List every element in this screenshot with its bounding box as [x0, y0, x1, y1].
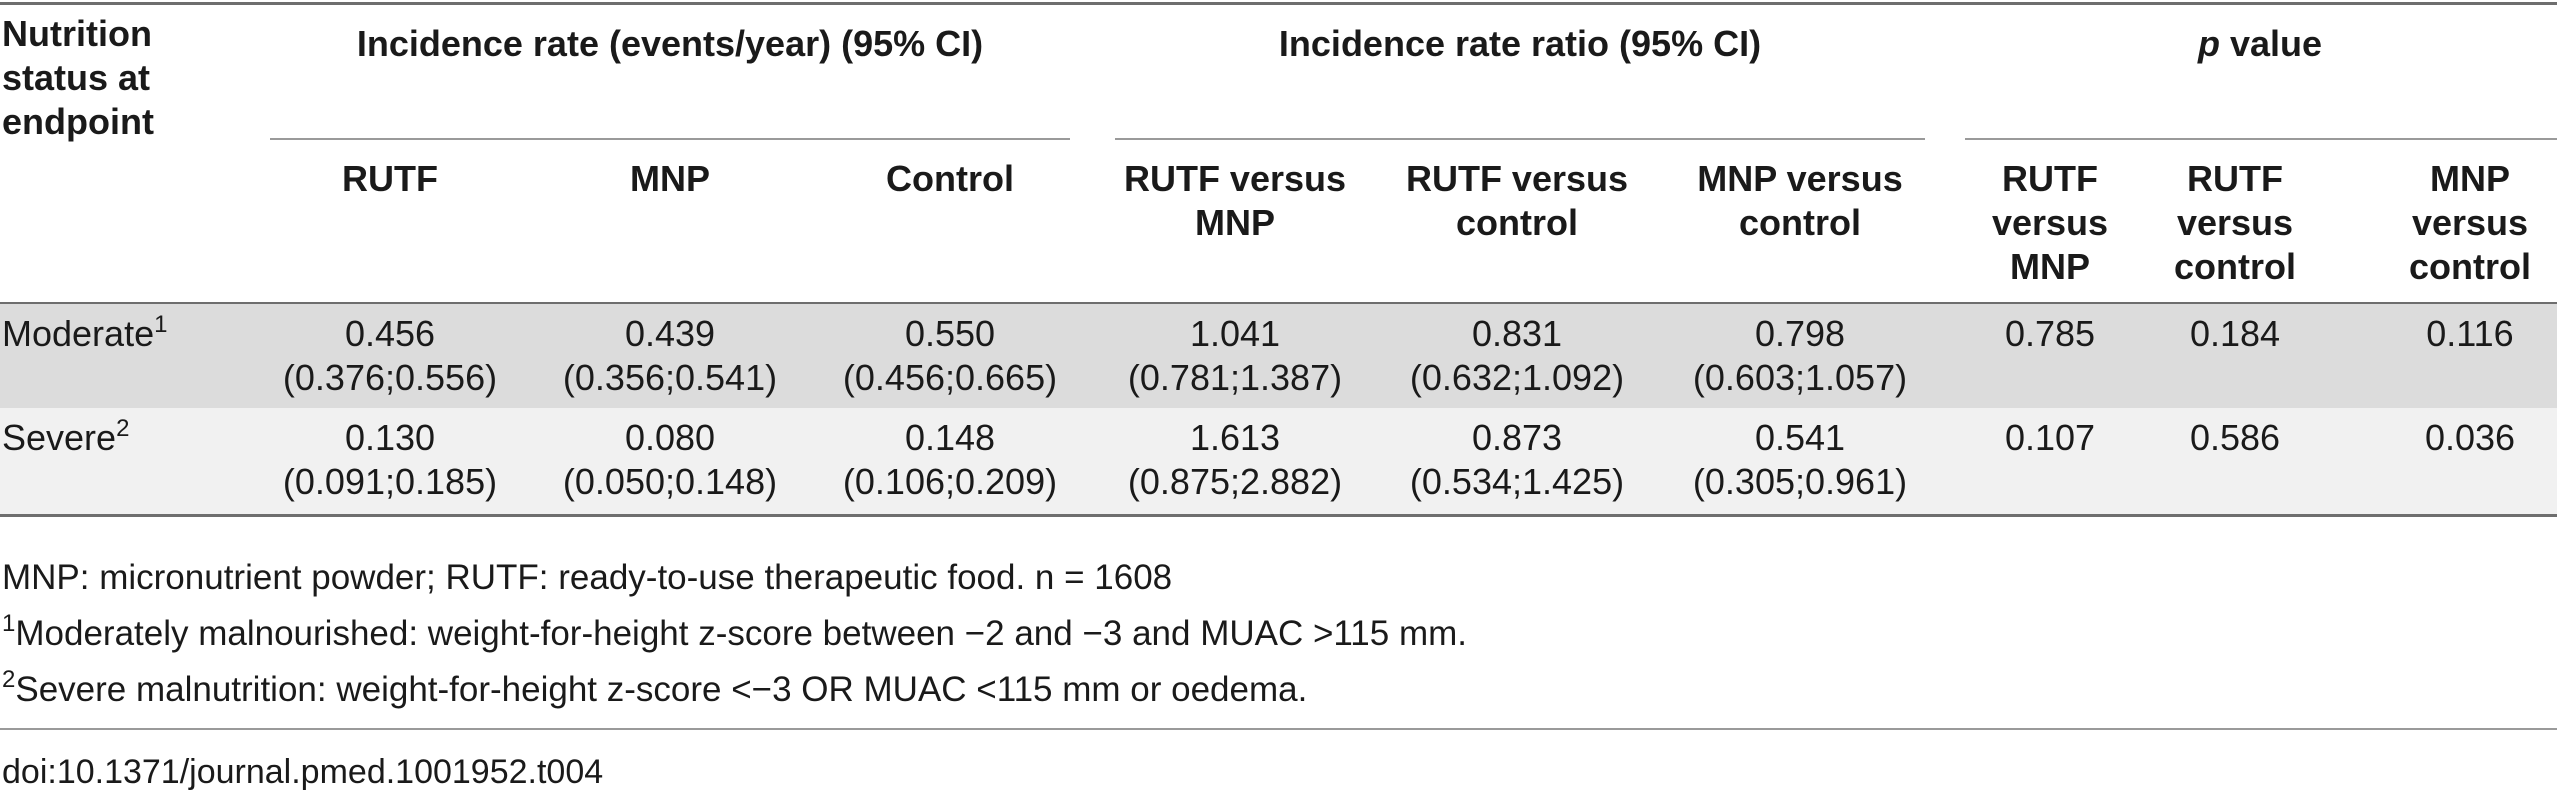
row-label-moderate: Moderate1	[2, 312, 262, 356]
col-header-p-mnp-versus-control: MNP versus control	[2409, 158, 2531, 287]
table-cell: 0.439 (0.356;0.541)	[560, 312, 780, 400]
footnote-1-marker: 1	[2, 610, 16, 637]
cell-value: 0.550	[904, 313, 996, 354]
table-cell: 0.080 (0.050;0.148)	[560, 416, 780, 504]
col-header-control: Control	[886, 158, 1014, 199]
cell-value: 0.148	[904, 417, 996, 458]
doi-link[interactable]: doi:10.1371/journal.pmed.1001952.t004	[2, 753, 604, 791]
table-cell: 0.456 (0.376;0.556)	[280, 312, 500, 400]
table-cell: 0.130 (0.091;0.185)	[280, 416, 500, 504]
footnote-1: 1Moderately malnourished: weight-for-hei…	[2, 612, 1467, 656]
table-cell: 0.785	[1965, 312, 2135, 356]
group-header-incidence-rate-ratio: Incidence rate ratio (95% CI)	[1278, 23, 1762, 64]
table-cell: 0.873 (0.534;1.425)	[1397, 416, 1637, 504]
col-header-mnp-versus-control: MNP versus control	[1697, 158, 1903, 243]
table-cell: 0.550 (0.456;0.665)	[840, 312, 1060, 400]
group-header-p-value: p value	[1965, 22, 2555, 66]
cell-confidence-interval: (0.305;0.961)	[1692, 461, 1908, 502]
cell-value: 0.439	[624, 313, 716, 354]
group-underline-p-value	[1965, 138, 2557, 140]
col-header-rutf-versus-control: RUTF versus control	[1405, 158, 1629, 243]
footnote-2: 2Severe malnutrition: weight-for-height …	[2, 668, 1307, 712]
cell-value: 1.613	[1189, 417, 1281, 458]
row-band-moderate	[0, 304, 2557, 408]
cell-value: 0.080	[624, 417, 716, 458]
cell-confidence-interval: (0.632;1.092)	[1409, 357, 1625, 398]
cell-confidence-interval: (0.091;0.185)	[282, 461, 498, 502]
col-header-rutf: RUTF	[342, 158, 438, 199]
cell-value: 0.130	[344, 417, 436, 458]
table-cell: 0.148 (0.106;0.209)	[840, 416, 1060, 504]
row-label-footnote-marker: 2	[116, 415, 130, 442]
cell-value: 0.873	[1471, 417, 1563, 458]
cell-value: 0.184	[2189, 313, 2281, 354]
bottom-rule	[0, 514, 2557, 517]
footer-rule	[0, 728, 2557, 730]
cell-value: 0.785	[2004, 313, 2096, 354]
header-rule	[0, 302, 2557, 304]
table-cell: 1.041 (0.781;1.387)	[1115, 312, 1355, 400]
col-header-rutf-versus-mnp: RUTF versus MNP	[1123, 158, 1347, 243]
cell-confidence-interval: (0.376;0.556)	[282, 357, 498, 398]
group-underline-incidence-rate-ratio	[1115, 138, 1925, 140]
table-cell: 1.613 (0.875;2.882)	[1115, 416, 1355, 504]
table-cell: 0.541 (0.305;0.961)	[1680, 416, 1920, 504]
cell-confidence-interval: (0.534;1.425)	[1409, 461, 1625, 502]
cell-confidence-interval: (0.106;0.209)	[842, 461, 1058, 502]
cell-confidence-interval: (0.875;2.882)	[1127, 461, 1343, 502]
row-label-severe: Severe2	[2, 416, 262, 460]
row-label-text: Severe	[2, 417, 117, 458]
row-header-label: Nutrition status at endpoint	[2, 13, 154, 142]
group-underline-incidence-rate	[270, 138, 1070, 140]
cell-confidence-interval: (0.781;1.387)	[1127, 357, 1343, 398]
top-rule	[0, 2, 2557, 5]
col-header-mnp: MNP	[630, 158, 710, 199]
col-header-p-rutf-versus-control: RUTF versus control	[2174, 158, 2296, 287]
table-cell: 0.184	[2150, 312, 2320, 356]
cell-value: 0.116	[2426, 313, 2514, 354]
cell-value: 0.107	[2004, 417, 2096, 458]
col-header-p-rutf-versus-mnp: RUTF versus MNP	[1991, 158, 2109, 287]
row-label-footnote-marker: 1	[154, 311, 168, 338]
cell-value: 0.798	[1754, 313, 1846, 354]
table-cell: 0.831 (0.632;1.092)	[1397, 312, 1637, 400]
table-cell: 0.107	[1965, 416, 2135, 460]
cell-value: 0.586	[2189, 417, 2281, 458]
p-value-rest: value	[2219, 23, 2323, 64]
p-value-italic: p	[2197, 23, 2220, 64]
footnote-1-text: Moderately malnourished: weight-for-heig…	[15, 614, 1467, 653]
cell-value: 0.456	[344, 313, 436, 354]
footnote-2-text: Severe malnutrition: weight-for-height z…	[15, 670, 1308, 709]
footnote-2-marker: 2	[2, 666, 16, 693]
cell-value: 0.541	[1754, 417, 1846, 458]
table-cell: 0.036	[2385, 416, 2555, 460]
cell-value: 1.041	[1189, 313, 1281, 354]
row-label-text: Moderate	[2, 313, 155, 354]
table-cell: 0.586	[2150, 416, 2320, 460]
row-band-severe	[0, 408, 2557, 514]
cell-value: 0.831	[1471, 313, 1563, 354]
table-cell: 0.798 (0.603;1.057)	[1680, 312, 1920, 400]
footnote-abbreviations: MNP: micronutrient powder; RUTF: ready-t…	[2, 558, 1173, 597]
group-header-incidence-rate: Incidence rate (events/year) (95% CI)	[356, 23, 984, 64]
table-cell: 0.116	[2385, 312, 2555, 356]
cell-confidence-interval: (0.456;0.665)	[842, 357, 1058, 398]
cell-confidence-interval: (0.356;0.541)	[562, 357, 778, 398]
cell-confidence-interval: (0.050;0.148)	[562, 461, 778, 502]
cell-confidence-interval: (0.603;1.057)	[1692, 357, 1908, 398]
cell-value: 0.036	[2424, 417, 2516, 458]
